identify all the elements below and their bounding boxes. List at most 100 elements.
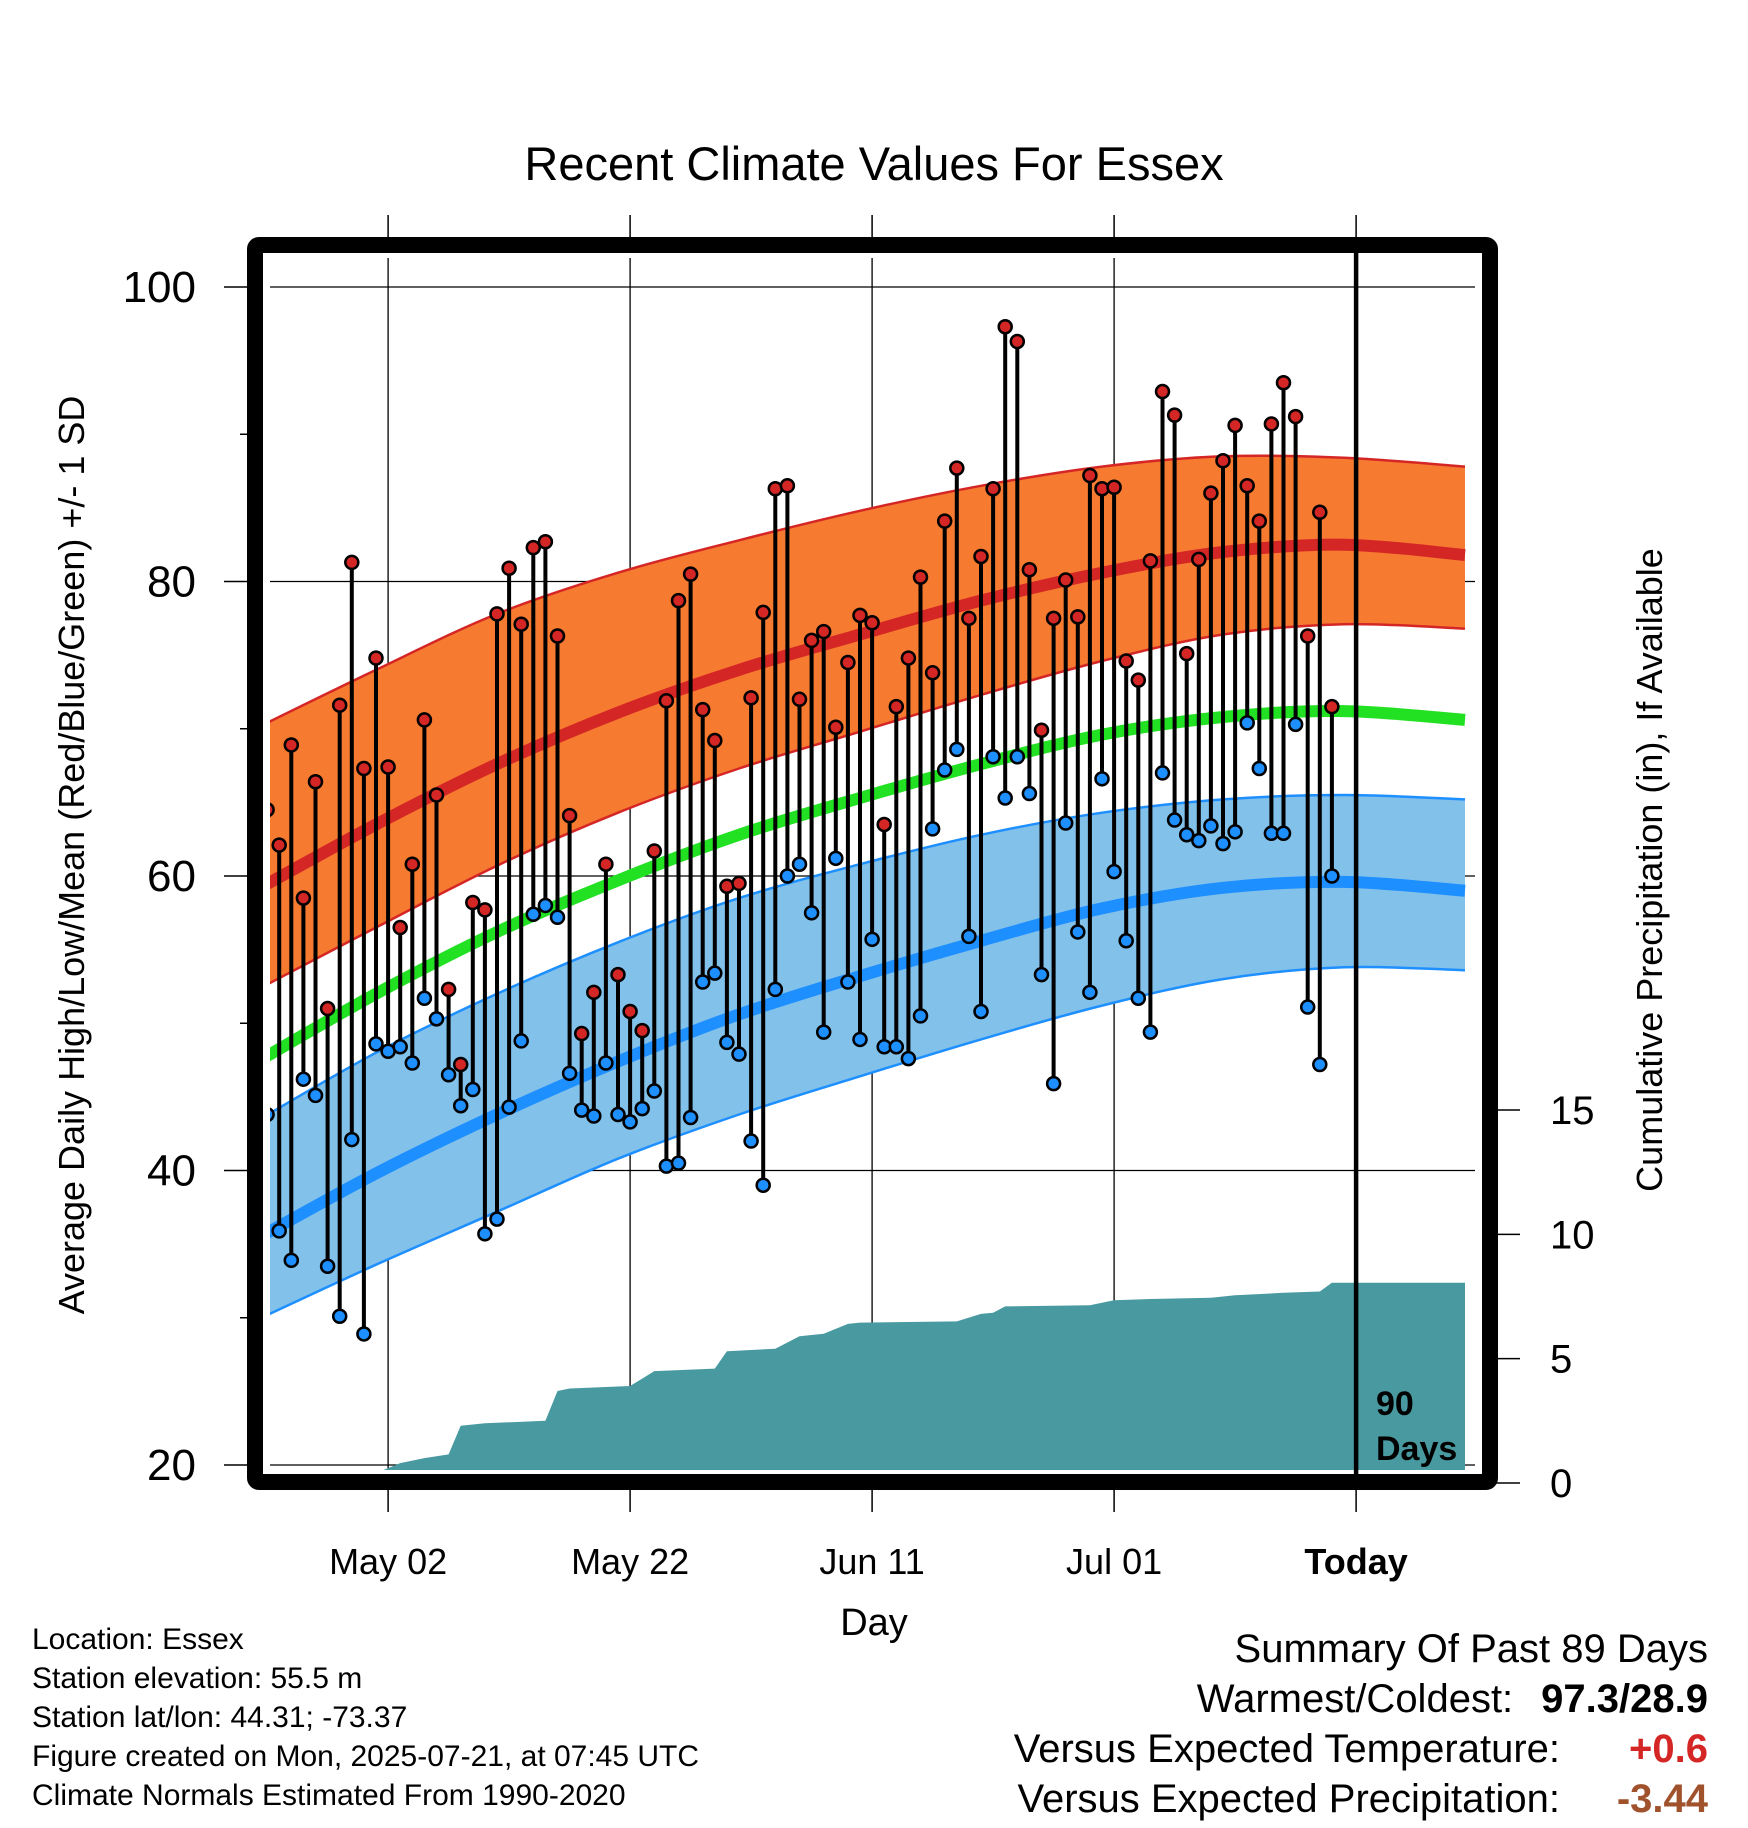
warmest-coldest-value: 97.3/28.9 xyxy=(1541,1677,1708,1721)
daily-low-point xyxy=(961,928,977,945)
daily-low-point xyxy=(731,1046,747,1062)
daily-high-point xyxy=(549,628,566,644)
daily-high-point xyxy=(537,533,554,550)
daily-high-point xyxy=(561,807,578,824)
daily-high-point xyxy=(912,569,929,585)
daily-low-point xyxy=(997,790,1013,806)
daily-low-point xyxy=(791,856,808,872)
daily-low-point xyxy=(864,931,880,948)
daily-low-point xyxy=(1106,863,1122,880)
daily-high-point xyxy=(404,856,421,872)
daily-low-point xyxy=(1057,815,1074,831)
daily-low-point xyxy=(428,1011,445,1027)
daily-high-point xyxy=(1118,653,1134,669)
daily-low-point xyxy=(1299,999,1316,1015)
daily-low-point xyxy=(622,1114,638,1130)
low-sd-band xyxy=(270,795,1465,1314)
daily-high-point xyxy=(1106,479,1122,496)
daily-low-point xyxy=(513,1033,529,1049)
daily-high-point xyxy=(319,1000,336,1017)
daily-high-point xyxy=(973,548,989,565)
daily-high-point xyxy=(283,737,300,753)
daily-high-point xyxy=(658,693,675,709)
daily-low-point xyxy=(1094,771,1110,787)
daily-high-point xyxy=(295,890,312,906)
daily-high-point xyxy=(888,698,905,715)
daily-low-point xyxy=(985,748,1001,765)
daily-high-point xyxy=(840,654,856,671)
daily-high-point xyxy=(803,632,820,649)
daily-high-point xyxy=(598,856,614,872)
daily-low-point xyxy=(840,974,856,990)
daily-low-point xyxy=(501,1099,517,1115)
y-tick-label: 60 xyxy=(147,852,196,901)
daily-high-point xyxy=(1324,698,1340,715)
y2-tick-label: 0 xyxy=(1550,1462,1572,1506)
daily-high-point xyxy=(985,480,1001,497)
daily-low-point xyxy=(1009,748,1026,765)
daily-low-point xyxy=(1070,924,1086,940)
daily-low-point xyxy=(1118,933,1134,949)
daily-high-point xyxy=(634,1022,650,1039)
daily-high-point xyxy=(501,560,517,576)
daily-high-point xyxy=(864,614,880,631)
daily-high-point xyxy=(997,319,1013,335)
daily-low-point xyxy=(1154,765,1171,781)
daily-high-point xyxy=(682,566,699,582)
daily-high-point xyxy=(1154,383,1171,400)
daily-high-point xyxy=(465,894,481,911)
chart-title: Recent Climate Values For Essex xyxy=(524,137,1223,190)
daily-low-point xyxy=(416,990,433,1006)
y-tick-label: 20 xyxy=(147,1441,196,1490)
daily-low-point xyxy=(1130,990,1147,1006)
daily-low-point xyxy=(1312,1056,1328,1073)
daily-high-point xyxy=(755,604,771,621)
daily-high-point xyxy=(815,623,832,640)
daily-low-point xyxy=(561,1065,578,1082)
daily-low-point xyxy=(1287,716,1304,733)
low-band-edge xyxy=(270,965,1466,1316)
daily-low-point xyxy=(779,868,796,884)
daily-high-point xyxy=(416,712,433,728)
daily-high-point xyxy=(344,554,360,571)
summary-panel: Summary Of Past 89 Days Warmest/Coldest:… xyxy=(1014,1624,1708,1824)
daily-low-point xyxy=(767,981,784,998)
daily-low-point xyxy=(803,905,820,921)
daily-high-point xyxy=(331,697,348,713)
precip-anomaly-label: Versus Expected Precipitation: xyxy=(1017,1777,1560,1821)
x-tick-label: May 22 xyxy=(571,1541,689,1582)
daily-high-point xyxy=(368,650,384,666)
daily-high-point xyxy=(1166,407,1183,423)
daily-high-point xyxy=(1082,467,1098,484)
daily-high-point xyxy=(1287,408,1304,425)
temp-anomaly-label: Versus Expected Temperature: xyxy=(1013,1727,1560,1771)
daily-high-point xyxy=(489,606,505,622)
y-tick-label: 80 xyxy=(147,558,196,607)
daily-low-point xyxy=(404,1055,421,1071)
daily-high-point xyxy=(1009,333,1026,350)
summary-temp: Versus Expected Temperature: +0.6 xyxy=(1014,1724,1708,1774)
daily-high-point xyxy=(743,690,759,706)
y2-tick-label: 10 xyxy=(1550,1213,1595,1257)
daily-high-point xyxy=(694,701,711,718)
daily-low-point xyxy=(368,1036,384,1052)
daily-high-point xyxy=(670,592,687,609)
daily-high-point xyxy=(1227,417,1243,434)
y-axis-label: Average Daily High/Low/Mean (Red/Blue/Gr… xyxy=(51,396,92,1315)
summary-precip: Versus Expected Precipitation: -3.44 xyxy=(1014,1774,1708,1824)
today-days-label: 90 xyxy=(1376,1385,1414,1423)
daily-low-point xyxy=(924,821,941,837)
daily-low-point xyxy=(392,1039,408,1055)
daily-low-point xyxy=(525,906,542,923)
daily-high-point xyxy=(1239,478,1255,494)
daily-high-point xyxy=(610,966,626,983)
daily-low-point xyxy=(949,741,965,758)
daily-low-point xyxy=(344,1131,360,1148)
daily-high-point xyxy=(1178,645,1195,662)
daily-low-point xyxy=(319,1258,336,1274)
daily-low-point xyxy=(586,1108,602,1124)
daily-high-point xyxy=(307,774,324,790)
high-sd-band xyxy=(270,455,1465,984)
axes-layer: 20 40 60 80 100 0 5 10 15 May 02 May 22 Jun 11 Jul 0… xyxy=(123,215,1595,1582)
